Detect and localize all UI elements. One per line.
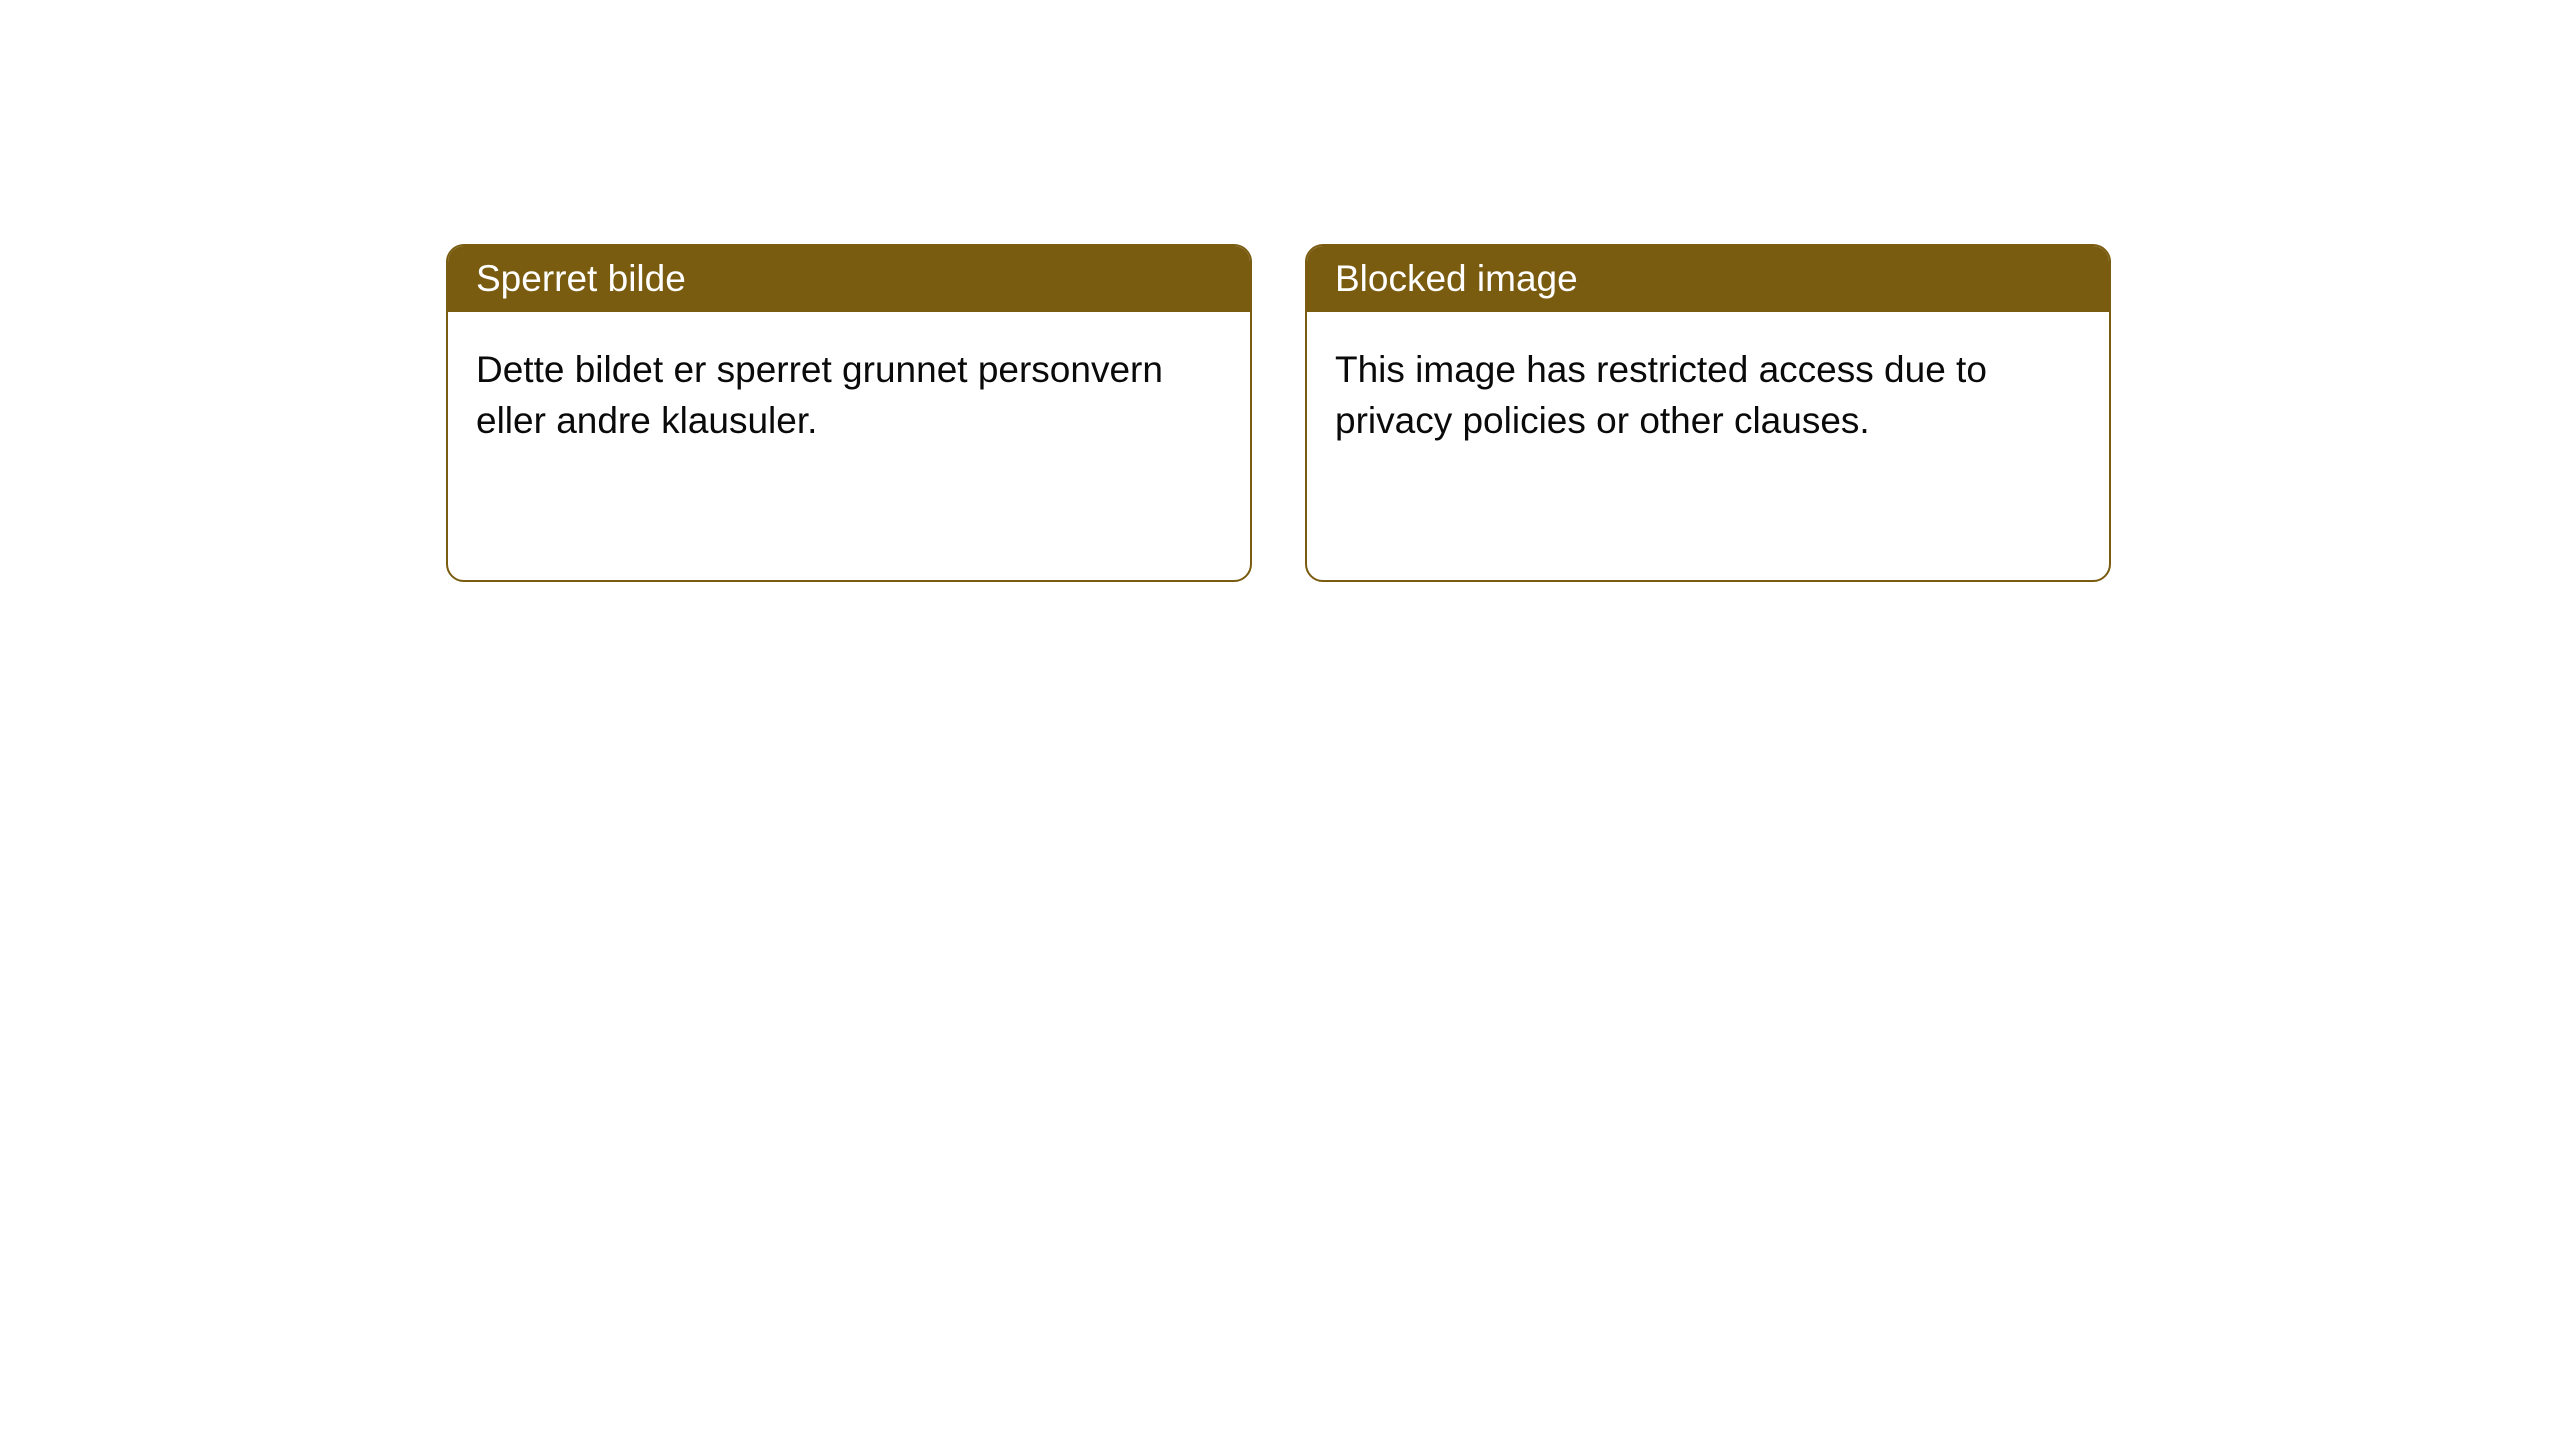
notice-card-english: Blocked image This image has restricted … [1305,244,2111,582]
notice-body-text: Dette bildet er sperret grunnet personve… [476,349,1163,441]
notice-container: Sperret bilde Dette bildet er sperret gr… [0,0,2560,582]
notice-header: Blocked image [1307,246,2109,312]
notice-card-norwegian: Sperret bilde Dette bildet er sperret gr… [446,244,1252,582]
notice-title: Sperret bilde [476,258,686,299]
notice-header: Sperret bilde [448,246,1250,312]
notice-body: This image has restricted access due to … [1307,312,2109,478]
notice-body: Dette bildet er sperret grunnet personve… [448,312,1250,478]
notice-body-text: This image has restricted access due to … [1335,349,1987,441]
notice-title: Blocked image [1335,258,1578,299]
